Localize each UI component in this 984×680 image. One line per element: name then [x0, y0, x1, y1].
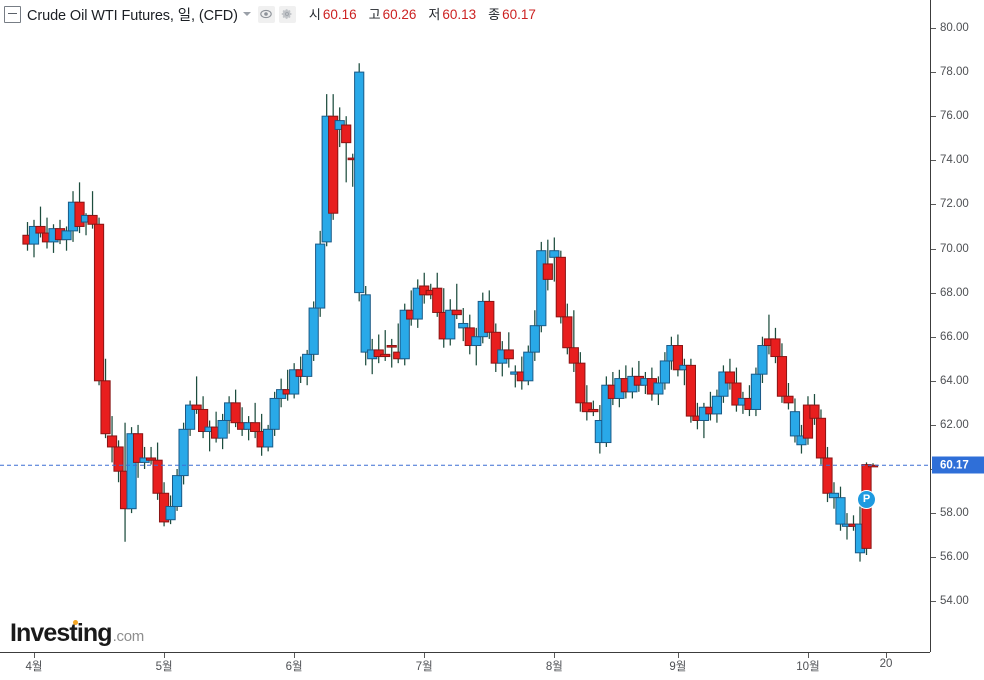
price-axis-label: 74.00: [940, 154, 969, 167]
price-axis-tick: [931, 204, 936, 206]
chart-plot-area[interactable]: [0, 0, 930, 652]
eye-icon[interactable]: [257, 5, 275, 23]
time-axis-tick: [164, 653, 166, 658]
price-axis-label: 66.00: [940, 330, 969, 343]
time-axis-label: 6월: [285, 661, 303, 673]
price-axis-tick: [931, 160, 936, 162]
ohlc-open-value: 60.16: [322, 7, 357, 22]
price-axis-label: 62.00: [940, 418, 969, 431]
price-axis-label: 56.00: [940, 551, 969, 564]
collapse-square-icon[interactable]: [4, 5, 21, 23]
watermark-suffix-text: .com: [112, 628, 145, 645]
price-axis-label: 54.00: [940, 595, 969, 608]
price-axis-label: 72.00: [940, 198, 969, 211]
price-axis-label: 70.00: [940, 242, 969, 255]
price-axis-tick: [931, 72, 936, 74]
price-axis-label: 80.00: [940, 22, 969, 34]
ohlc-open-label: 시: [308, 7, 321, 22]
price-marker-label: P: [862, 493, 871, 506]
ohlc-low: 저 60.13: [428, 4, 476, 24]
ohlc-high-value: 60.26: [382, 7, 417, 22]
gear-icon[interactable]: [278, 5, 296, 23]
time-axis-tick: [807, 653, 809, 658]
time-axis-tick: [677, 653, 679, 658]
symbol-title: Crude Oil WTI Futures, 일, (CFD): [27, 7, 238, 24]
ohlc-close: 종 60.17: [488, 4, 536, 24]
time-axis[interactable]: 4월 5월 6월 7월 8월 9월 10월 20: [0, 652, 930, 680]
chevron-down-icon[interactable]: [242, 12, 251, 16]
ohlc-readout: 시 60.16 고 60.26 저 60.13 종 60.17: [309, 4, 548, 24]
price-axis-tick: [931, 292, 936, 294]
ohlc-close-value: 60.17: [502, 7, 536, 22]
price-marker-badge[interactable]: P: [857, 490, 876, 510]
time-axis-tick: [886, 653, 888, 658]
chart-legend-bar: Crude Oil WTI Futures, 일, (CFD) 시 60.16 고…: [0, 0, 930, 28]
time-axis-label: 5월: [155, 661, 173, 673]
time-axis-label: 4월: [25, 661, 43, 673]
time-axis-label: 20: [879, 658, 893, 670]
current-price-value: 60.17: [940, 459, 969, 472]
price-axis-label: 58.00: [940, 507, 969, 520]
time-axis-label: 7월: [415, 661, 433, 673]
price-axis-tick: [931, 513, 936, 515]
price-axis-tick: [931, 601, 936, 603]
time-axis-label: 8월: [545, 661, 563, 673]
price-axis-label: 76.00: [940, 110, 969, 123]
candlestick-series: [22, 63, 879, 562]
price-axis-label: 78.00: [940, 66, 969, 79]
time-axis-label: 10월: [796, 661, 820, 673]
time-axis-tick: [294, 653, 296, 658]
price-axis-tick: [931, 557, 936, 559]
ohlc-low-label: 저: [428, 7, 441, 22]
price-axis-tick: [931, 28, 936, 29]
time-axis-tick: [424, 653, 426, 658]
price-axis-tick: [931, 336, 936, 338]
watermark-main-text: Investing: [10, 619, 113, 647]
ohlc-high: 고 60.26: [369, 4, 417, 24]
ohlc-close-label: 종: [488, 7, 501, 22]
investing-logo-watermark: Investing .com: [10, 619, 144, 648]
price-axis-tick: [931, 424, 936, 426]
price-axis-label: 68.00: [940, 286, 969, 299]
price-axis[interactable]: 60.17 80.00 78.00 76.00 74.00 72.00 70.00 68.0…: [930, 0, 984, 652]
price-axis-label: 64.00: [940, 374, 969, 387]
current-price-tag[interactable]: 60.17: [932, 456, 984, 474]
ohlc-high-label: 고: [368, 7, 381, 22]
time-axis-tick: [554, 653, 556, 658]
watermark-dot-icon: [73, 620, 78, 625]
price-axis-tick: [931, 380, 936, 382]
ohlc-open: 시 60.16: [309, 4, 357, 24]
price-axis-tick: [931, 116, 936, 118]
time-axis-label: 9월: [669, 661, 687, 673]
time-axis-tick: [34, 653, 35, 658]
ohlc-low-value: 60.13: [442, 7, 477, 22]
price-axis-tick: [931, 248, 936, 250]
